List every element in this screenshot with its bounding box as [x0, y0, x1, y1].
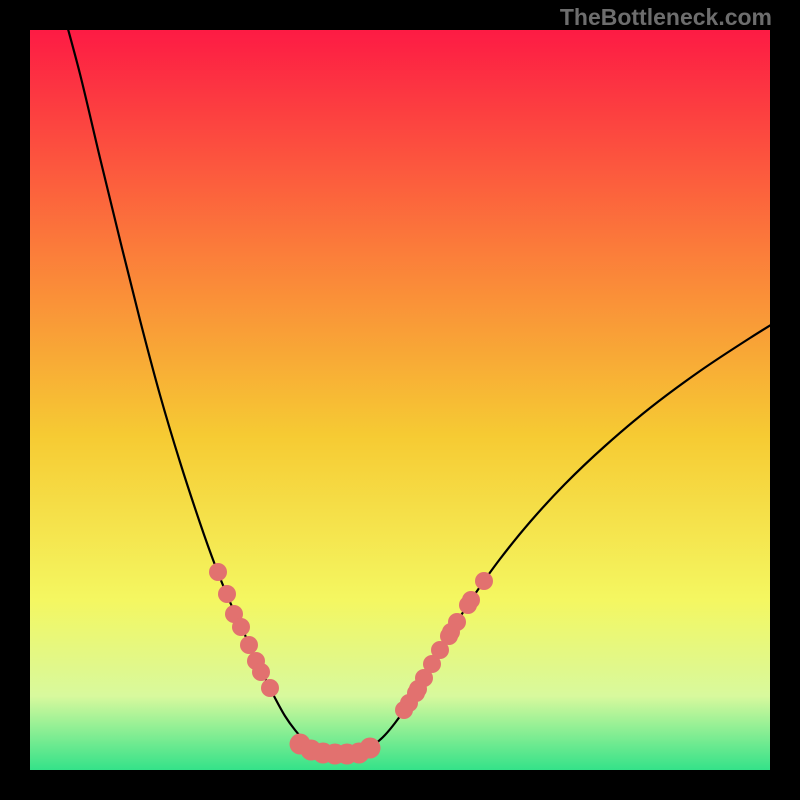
- dot-left-6: [252, 663, 270, 681]
- curve-layer: [0, 0, 800, 800]
- dot-left-3: [232, 618, 250, 636]
- chart-frame: TheBottleneck.com: [0, 0, 800, 800]
- dot-right-11: [462, 591, 480, 609]
- curve-left: [60, 0, 335, 754]
- dot-left-0: [209, 563, 227, 581]
- dot-left-4: [240, 636, 258, 654]
- dot-flat-6: [360, 738, 381, 759]
- dot-right-9: [448, 613, 466, 631]
- dot-right-12: [475, 572, 493, 590]
- dot-left-1: [218, 585, 236, 603]
- curve-right: [335, 307, 800, 754]
- dot-left-7: [261, 679, 279, 697]
